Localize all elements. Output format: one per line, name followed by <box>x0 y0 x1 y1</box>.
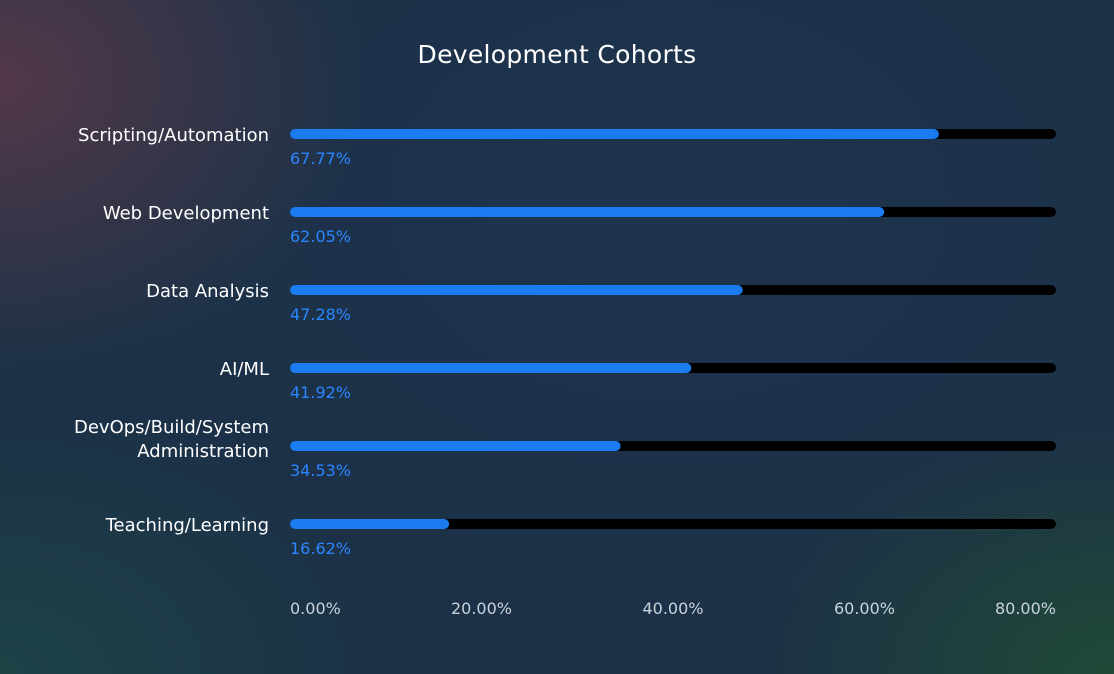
category-label: Web Development <box>103 203 269 224</box>
category-label: Scripting/Automation <box>78 125 269 146</box>
category-label: DevOps/Build/System <box>74 417 269 438</box>
category-label: Administration <box>137 441 269 462</box>
x-tick-label: 60.00% <box>834 599 895 618</box>
x-tick-label: 20.00% <box>451 599 512 618</box>
category-label: AI/ML <box>220 359 269 380</box>
category-label: Data Analysis <box>146 281 269 302</box>
value-label: 16.62% <box>290 539 351 558</box>
category-label: Teaching/Learning <box>105 515 269 536</box>
x-tick-label: 0.00% <box>290 599 341 618</box>
value-label: 34.53% <box>290 461 351 480</box>
value-label: 67.77% <box>290 149 351 168</box>
value-label: 41.92% <box>290 383 351 402</box>
x-tick-label: 80.00% <box>995 599 1056 618</box>
value-label: 62.05% <box>290 227 351 246</box>
x-tick-label: 40.00% <box>642 599 703 618</box>
value-label: 47.28% <box>290 305 351 324</box>
chart-title: Development Cohorts <box>417 40 697 69</box>
